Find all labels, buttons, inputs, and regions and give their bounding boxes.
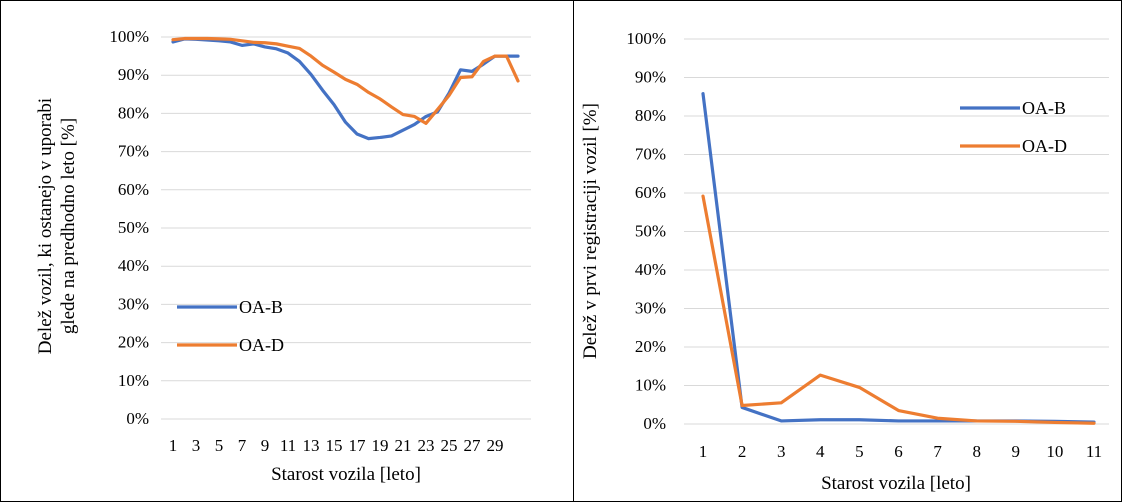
x-tick-label: 3 [192, 436, 201, 455]
x-axis-label: Starost vozila [leto] [821, 473, 971, 494]
legend-label: OA-B [239, 297, 283, 317]
x-tick-label: 19 [372, 436, 389, 455]
y-tick-label: 70% [118, 142, 149, 161]
x-tick-label: 1 [169, 436, 178, 455]
x-tick-label: 27 [464, 436, 482, 455]
x-tick-label: 9 [261, 436, 270, 455]
y-tick-label: 0% [126, 409, 149, 428]
x-tick-label: 10 [1046, 442, 1063, 461]
legend-label: OA-D [1022, 136, 1067, 156]
x-tick-label: 2 [738, 442, 747, 461]
y-tick-label: 50% [635, 222, 666, 241]
series-line-oa-d [701, 194, 1096, 425]
y-tick-label: 40% [118, 256, 149, 275]
y-tick-label: 10% [118, 371, 149, 390]
x-axis-label: Starost vozila [leto] [271, 464, 421, 485]
survival-rate-chart: 0%10%20%30%40%50%60%70%80%90%100%1 3 5 7 9 11… [35, 27, 531, 485]
x-tick-label: 13 [303, 436, 320, 455]
y-tick-label: 80% [635, 106, 666, 125]
series-line-oa-b [171, 37, 520, 141]
x-tick-label: 11 [280, 436, 296, 455]
x-tick-label: 7 [933, 442, 942, 461]
y-tick-label: 90% [118, 65, 149, 84]
first-registration-share-chart: 0% 10% 20% 30% 40% 50% 60% 70% 80% 90% 100% 1 2 3 4 5 6 7… [580, 29, 1109, 494]
x-tick-label: 5 [855, 442, 864, 461]
y-tick-label: 80% [118, 103, 149, 122]
x-tick-label: 23 [418, 436, 435, 455]
y-axis-label: Delež v prvi registraciji vozil [%] [580, 103, 601, 359]
y-tick-label: 0% [643, 414, 666, 433]
y-tick-label: 100% [626, 29, 666, 48]
y-tick-label: 90% [635, 68, 666, 87]
x-tick-label: 6 [894, 442, 903, 461]
y-axis-label: glede na predhodno leto [%] [58, 118, 79, 334]
x-tick-label: 7 [238, 436, 247, 455]
y-tick-label: 30% [635, 299, 666, 318]
x-tick-label: 29 [487, 436, 504, 455]
y-tick-label: 30% [118, 294, 149, 313]
x-tick-label: 21 [395, 436, 412, 455]
left-chart-panel: 0% 10% 20% 30% 40% 50% 60% 70% 80% 90% 100% 1 3 5 7 9 11… [0, 0, 574, 502]
y-tick-label: 100% [109, 27, 149, 46]
y-tick-label: 40% [635, 260, 666, 279]
y-tick-label: 20% [118, 333, 149, 352]
y-tick-label: 50% [118, 218, 149, 237]
x-tick-label: 25 [441, 436, 458, 455]
x-tick-label: 3 [777, 442, 786, 461]
x-tick-label: 15 [326, 436, 343, 455]
x-tick-label: 9 [1012, 442, 1021, 461]
x-tick-label: 4 [816, 442, 825, 461]
y-tick-label: 10% [635, 376, 666, 395]
y-axis-label: Delež vozil, ki ostanejo v uporabi [35, 98, 56, 354]
series-line-oa-d [171, 36, 520, 125]
x-tick-label: 1 [699, 442, 708, 461]
legend-label: OA-D [239, 335, 284, 355]
y-tick-label: 60% [635, 183, 666, 202]
x-tick-label: 11 [1086, 442, 1102, 461]
x-tick-label: 8 [972, 442, 981, 461]
y-tick-label: 60% [118, 180, 149, 199]
legend-label: OA-B [1022, 98, 1066, 118]
y-tick-label: 20% [635, 337, 666, 356]
x-tick-label: 5 [215, 436, 224, 455]
right-chart-panel: 0% 10% 20% 30% 40% 50% 60% 70% 80% 90% 100% 1 2 3 4 5 6 7… [573, 0, 1122, 502]
y-tick-label: 70% [635, 145, 666, 164]
x-tick-label: 17 [349, 436, 367, 455]
